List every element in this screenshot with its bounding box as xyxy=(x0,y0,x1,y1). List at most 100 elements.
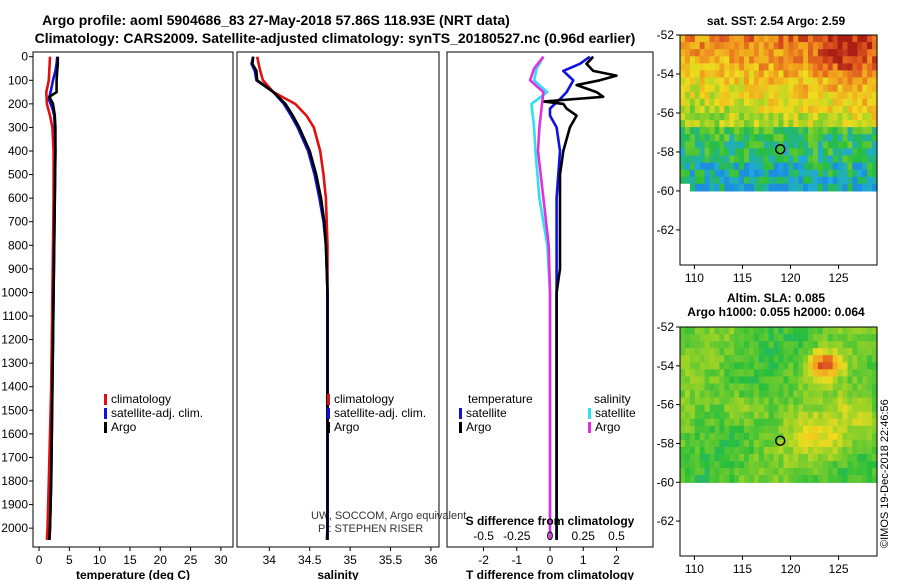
map-cell xyxy=(734,327,740,335)
map-cell xyxy=(768,341,775,349)
map-cell xyxy=(744,35,750,43)
map-cell xyxy=(842,155,848,164)
map-cell xyxy=(734,439,740,448)
map-cell xyxy=(832,127,839,135)
map-cell xyxy=(857,447,863,455)
map-cell xyxy=(822,334,829,342)
map-cell xyxy=(699,176,706,185)
map-cell xyxy=(689,411,696,420)
map-cell xyxy=(793,334,799,342)
map-cell xyxy=(729,327,735,335)
map-cell xyxy=(753,454,760,462)
map-cell xyxy=(694,397,701,406)
map-cell xyxy=(798,475,804,483)
y-tick-label: 1600 xyxy=(1,427,28,441)
map-cell xyxy=(783,397,789,406)
map-cell xyxy=(773,397,780,406)
map-cell xyxy=(758,355,765,363)
map-cell xyxy=(699,84,706,93)
map-cell xyxy=(847,468,853,476)
map-cell xyxy=(689,162,696,171)
map-cell xyxy=(709,120,715,128)
map-cell xyxy=(778,454,784,462)
map-cell xyxy=(857,70,863,79)
map-cell xyxy=(827,390,834,399)
map-cell xyxy=(763,362,770,370)
map-cell xyxy=(817,120,824,128)
map-cell xyxy=(773,475,780,483)
map-x-tick-label: 115 xyxy=(733,271,752,285)
map-cell xyxy=(729,341,735,349)
map-cell xyxy=(689,148,696,157)
map-cell xyxy=(803,134,809,142)
map-cell xyxy=(827,141,834,149)
y-tick-label: 800 xyxy=(8,238,28,252)
map-cell xyxy=(749,162,755,171)
map-cell xyxy=(739,169,745,178)
map-cell xyxy=(832,334,839,342)
y-tick-label: 1900 xyxy=(1,498,28,512)
map-cell xyxy=(778,70,784,79)
map-cell xyxy=(694,120,701,128)
map-cell xyxy=(813,468,819,476)
map-cell xyxy=(862,113,868,121)
map-cell xyxy=(744,369,750,377)
map-cell xyxy=(763,411,770,420)
map-cell xyxy=(694,155,701,164)
series-line-temperature-argo xyxy=(542,55,618,540)
map-cell xyxy=(783,127,789,135)
map-cell xyxy=(689,63,696,72)
map-cell xyxy=(842,49,848,57)
map-x-tick-label: 115 xyxy=(733,562,752,576)
map-cell xyxy=(709,176,715,185)
map-cell xyxy=(739,176,745,185)
map-cell xyxy=(714,77,720,86)
map-cell xyxy=(689,341,696,349)
map-cell xyxy=(724,425,730,434)
map-cell xyxy=(822,35,829,43)
map-cell xyxy=(684,169,691,178)
map-cell xyxy=(872,77,878,86)
map-cell xyxy=(778,98,784,107)
map-cell xyxy=(680,454,686,462)
map-cell xyxy=(773,334,780,342)
map-cell xyxy=(694,475,701,483)
map-cell xyxy=(704,35,711,43)
map-cell xyxy=(729,447,735,455)
map-cell xyxy=(684,49,691,57)
map-cell xyxy=(867,390,873,399)
map-cell xyxy=(842,63,848,72)
map-cell xyxy=(813,70,819,79)
map-cell xyxy=(822,56,829,64)
map-cell xyxy=(813,376,819,385)
map-cell xyxy=(798,397,804,406)
map-cell xyxy=(744,425,750,434)
map-cell xyxy=(729,169,735,178)
map-cell xyxy=(680,355,686,363)
map-cell xyxy=(753,127,760,135)
map-cell xyxy=(714,369,720,377)
map-cell xyxy=(753,355,760,363)
map-cell xyxy=(709,369,715,377)
map-cell xyxy=(803,334,809,342)
map-cell xyxy=(852,176,858,185)
x-tick-label: 0 xyxy=(547,553,554,567)
map-cell xyxy=(689,369,696,377)
map-cell xyxy=(734,468,740,476)
map-cell xyxy=(803,447,809,455)
map-cell xyxy=(832,468,839,476)
map-cell xyxy=(867,35,873,43)
map-cell xyxy=(768,355,775,363)
map-cell xyxy=(867,113,873,121)
map-cell xyxy=(709,70,715,79)
map-cell xyxy=(729,77,735,86)
map-cell xyxy=(739,418,745,427)
map-cell xyxy=(694,113,701,121)
map-cell xyxy=(734,411,740,420)
map-cell xyxy=(808,341,814,349)
map-cell xyxy=(739,461,745,469)
map-cell xyxy=(842,134,848,142)
map-cell xyxy=(729,35,735,43)
